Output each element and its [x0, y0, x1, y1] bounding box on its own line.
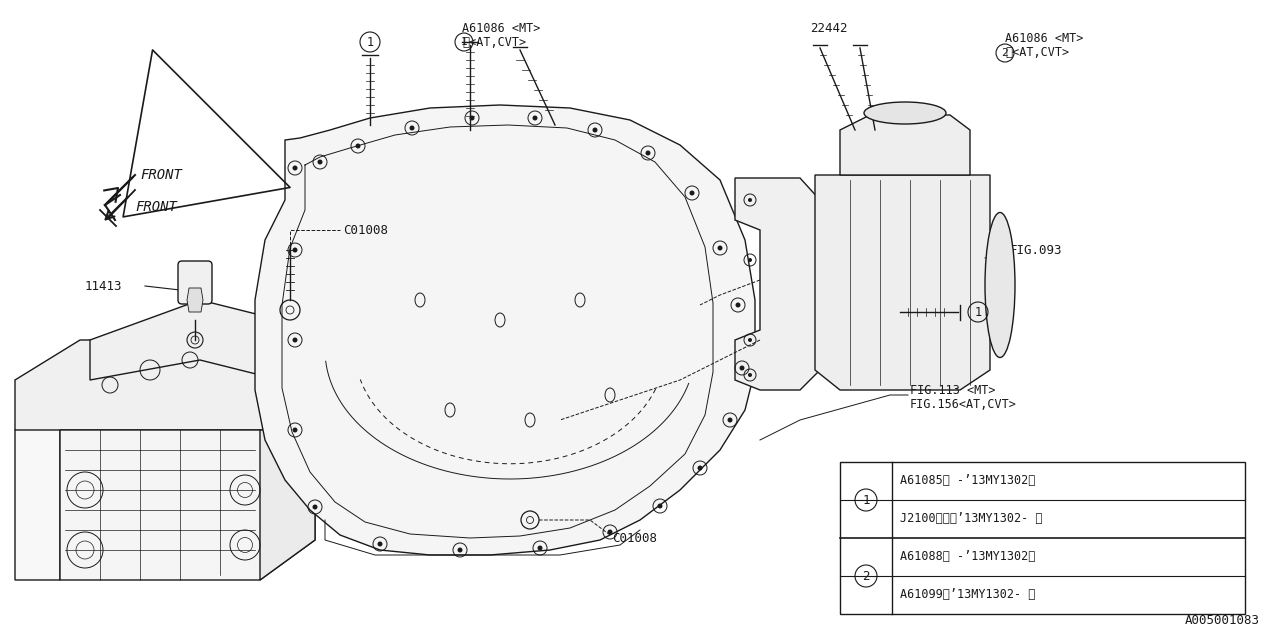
Polygon shape: [260, 430, 315, 580]
Circle shape: [457, 547, 462, 552]
Polygon shape: [255, 105, 755, 555]
Polygon shape: [187, 288, 204, 312]
Bar: [840, 462, 1245, 614]
Text: 1: 1: [863, 493, 869, 506]
Polygon shape: [60, 430, 315, 580]
Circle shape: [293, 248, 297, 253]
Ellipse shape: [986, 212, 1015, 358]
Text: C01008: C01008: [612, 531, 657, 545]
Circle shape: [748, 258, 753, 262]
Circle shape: [317, 159, 323, 164]
Text: J2100　　（’13MY1302- ）: J2100 （’13MY1302- ）: [900, 513, 1042, 525]
Circle shape: [736, 303, 741, 307]
Text: A61088（ -’13MY1302）: A61088（ -’13MY1302）: [900, 550, 1036, 563]
Text: A61085（ -’13MY1302）: A61085（ -’13MY1302）: [900, 474, 1036, 488]
Text: ②<AT,CVT>: ②<AT,CVT>: [1005, 47, 1069, 60]
Text: FIG.093: FIG.093: [1010, 243, 1062, 257]
Circle shape: [748, 338, 753, 342]
Text: C01008: C01008: [343, 223, 388, 237]
Text: 1: 1: [974, 305, 982, 319]
Polygon shape: [815, 175, 1000, 390]
Circle shape: [645, 150, 650, 156]
Circle shape: [608, 529, 613, 534]
Circle shape: [740, 365, 745, 371]
Circle shape: [698, 465, 703, 470]
Circle shape: [312, 504, 317, 509]
Text: A61086 <MT>: A61086 <MT>: [1005, 31, 1083, 45]
Ellipse shape: [864, 102, 946, 124]
Text: FRONT: FRONT: [140, 168, 182, 182]
Polygon shape: [15, 400, 60, 580]
Text: 1: 1: [461, 37, 467, 47]
Circle shape: [718, 246, 722, 250]
Circle shape: [293, 337, 297, 342]
Circle shape: [356, 143, 361, 148]
Text: 2: 2: [863, 570, 869, 582]
Text: A005001083: A005001083: [1185, 614, 1260, 627]
Text: 11413: 11413: [84, 280, 123, 292]
Text: ①<AT,CVT>: ①<AT,CVT>: [462, 35, 526, 49]
Text: A61099（’13MY1302- ）: A61099（’13MY1302- ）: [900, 589, 1036, 602]
Circle shape: [293, 428, 297, 433]
Circle shape: [748, 373, 753, 377]
Text: FIG.113 <MT>: FIG.113 <MT>: [910, 383, 996, 397]
Circle shape: [532, 115, 538, 120]
Polygon shape: [735, 178, 820, 390]
Circle shape: [378, 541, 383, 547]
Text: FIG.156<AT,CVT>: FIG.156<AT,CVT>: [910, 399, 1016, 412]
Circle shape: [538, 545, 543, 550]
Circle shape: [727, 417, 732, 422]
Polygon shape: [90, 300, 280, 380]
Circle shape: [293, 166, 297, 170]
Circle shape: [470, 115, 475, 120]
Text: 22442: 22442: [810, 22, 847, 35]
Polygon shape: [840, 115, 970, 175]
Text: A61086 <MT>: A61086 <MT>: [462, 22, 540, 35]
Text: 1: 1: [366, 35, 374, 49]
Circle shape: [593, 127, 598, 132]
Polygon shape: [15, 340, 315, 430]
Circle shape: [410, 125, 415, 131]
Circle shape: [658, 504, 663, 509]
Circle shape: [690, 191, 695, 195]
Text: 2: 2: [1002, 48, 1009, 58]
Text: FRONT: FRONT: [134, 200, 177, 214]
Circle shape: [748, 198, 753, 202]
FancyBboxPatch shape: [178, 261, 212, 304]
